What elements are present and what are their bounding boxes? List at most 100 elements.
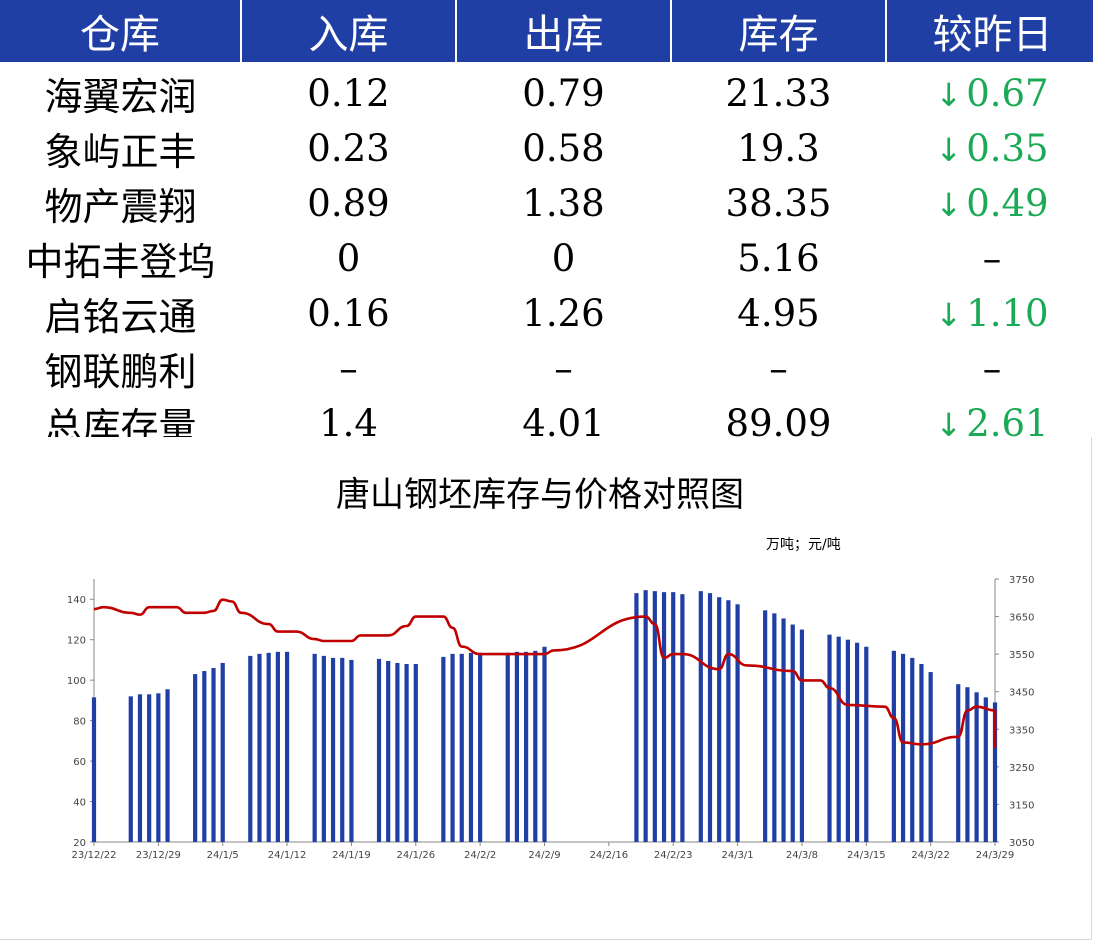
left-tick-label: 140	[67, 595, 86, 606]
inventory-bar	[533, 650, 538, 842]
inventory-bar	[91, 697, 97, 842]
inbound-cell: –	[339, 347, 358, 390]
inventory-bar	[340, 657, 345, 842]
right-tick-label: 3250	[1009, 763, 1034, 774]
warehouse-name-cell: 物产震翔	[44, 185, 197, 229]
right-tick-label: 3350	[1009, 725, 1034, 736]
change-value: 0.35	[966, 127, 1049, 170]
inventory-bar	[220, 662, 225, 842]
change-cell: ↓ 0.35	[886, 121, 1093, 176]
inventory-bar	[478, 652, 483, 842]
stock-cell: 4.95	[737, 292, 820, 335]
arrow-down-icon: ↓	[935, 76, 963, 114]
table-header-row: 仓库 入库 出库 库存 较昨日	[0, 0, 1093, 66]
outbound-cell: 1.38	[522, 182, 605, 225]
warehouse-inventory-table: 仓库 入库 出库 库存 较昨日 海翼宏润 0.12 0.79 21.33 ↓ 0.67 象屿…	[0, 0, 1093, 451]
inventory-bar	[992, 702, 998, 842]
inventory-bar	[717, 597, 722, 842]
right-tick-label: 3750	[1009, 575, 1034, 586]
left-tick-label: 60	[73, 757, 86, 768]
x-tick-label: 24/1/19	[332, 850, 371, 861]
outbound-cell: 0	[551, 237, 576, 280]
change-cell: ↓ 1.10	[886, 286, 1093, 341]
inventory-bar	[707, 593, 713, 842]
header-outbound: 出库	[456, 0, 672, 66]
warehouse-name-cell: 钢联鹏利	[44, 350, 197, 394]
inventory-bar	[891, 650, 896, 842]
inventory-bar	[671, 592, 676, 842]
outbound-cell: 1.26	[522, 292, 605, 335]
inventory-bar	[202, 671, 207, 842]
chart-title: 唐山钢坯库存与价格对照图	[336, 475, 744, 515]
inventory-bar	[781, 618, 786, 842]
inventory-bar	[928, 672, 933, 842]
inbound-cell: 0.16	[307, 292, 390, 335]
inventory-bar	[330, 657, 336, 842]
inventory-bar	[845, 639, 850, 842]
inventory-bar	[404, 663, 409, 842]
table-row: 钢联鹏利 – – – –	[0, 341, 1093, 396]
inventory-bar	[836, 636, 841, 842]
left-tick-label: 20	[73, 838, 86, 849]
inventory-bar	[147, 694, 152, 842]
inventory-bar	[395, 662, 400, 842]
left-tick-label: 40	[73, 798, 86, 809]
change-cell: –	[982, 237, 1002, 280]
table-row: 中拓丰登坞 0 0 5.16 –	[0, 231, 1093, 286]
inbound-cell: 0	[336, 237, 361, 280]
x-tick-label: 24/3/8	[786, 850, 818, 861]
change-cell: ↓ 0.67	[886, 64, 1093, 121]
inventory-bar	[312, 653, 317, 842]
inventory-bar	[321, 655, 326, 842]
table-body: 海翼宏润 0.12 0.79 21.33 ↓ 0.67 象屿正丰 0.23 0.58 19.3 ↓ 0…	[0, 64, 1093, 451]
inventory-bar	[349, 659, 354, 842]
inventory-bar	[965, 687, 970, 842]
right-tick-label: 3050	[1009, 838, 1034, 849]
inventory-bar	[974, 692, 979, 842]
x-tick-label: 24/3/15	[847, 850, 886, 861]
inventory-bar	[763, 610, 768, 842]
change-cell: –	[982, 347, 1002, 390]
inventory-bar	[128, 696, 133, 842]
inventory-bar	[735, 604, 740, 842]
chart-panel: 唐山钢坯库存与价格对照图 万吨；元/吨 20 40 60 80 100 120 140 305…	[0, 437, 1092, 940]
inventory-bar	[726, 600, 731, 842]
inventory-bar	[505, 652, 510, 842]
arrow-down-icon: ↓	[935, 296, 963, 334]
inventory-bar	[790, 624, 795, 842]
inventory-bar	[266, 652, 271, 842]
inventory-bar	[698, 591, 703, 842]
stock-cell: 19.3	[737, 127, 820, 170]
left-tick-label: 80	[73, 717, 86, 728]
inventory-bar	[514, 651, 520, 842]
inventory-bar	[956, 684, 961, 842]
inventory-bar	[772, 613, 777, 842]
warehouse-name-cell: 象屿正丰	[44, 130, 197, 174]
x-tick-label: 24/1/26	[397, 850, 436, 861]
x-tick-label: 24/2/2	[464, 850, 496, 861]
x-tick-label: 24/2/9	[528, 850, 560, 861]
inventory-bar	[248, 655, 253, 842]
inbound-cell: 0.89	[307, 182, 390, 225]
inventory-bar	[156, 693, 161, 842]
header-change: 较昨日	[886, 0, 1093, 66]
table-row: 物产震翔 0.89 1.38 38.35 ↓ 0.49	[0, 176, 1093, 231]
inventory-bar	[661, 592, 667, 842]
outbound-cell: 0.58	[522, 127, 605, 170]
outbound-cell: 0.79	[522, 72, 605, 115]
header-stock: 库存	[671, 0, 887, 66]
inventory-bar	[165, 689, 170, 842]
change-value: 0.49	[966, 182, 1049, 225]
inventory-bar	[137, 694, 143, 842]
warehouse-name-cell: 中拓丰登坞	[25, 240, 216, 284]
header-warehouse: 仓库	[0, 0, 242, 66]
inventory-bar	[827, 634, 832, 842]
header-inbound: 入库	[241, 0, 457, 66]
right-tick-label: 3450	[1009, 688, 1034, 699]
x-tick-label: 23/12/29	[136, 850, 181, 861]
right-tick-label: 3650	[1009, 613, 1034, 624]
stock-cell: –	[769, 347, 788, 390]
inventory-bar	[275, 651, 280, 842]
x-tick-label: 24/2/16	[590, 850, 629, 861]
left-tick-label: 100	[67, 676, 86, 687]
